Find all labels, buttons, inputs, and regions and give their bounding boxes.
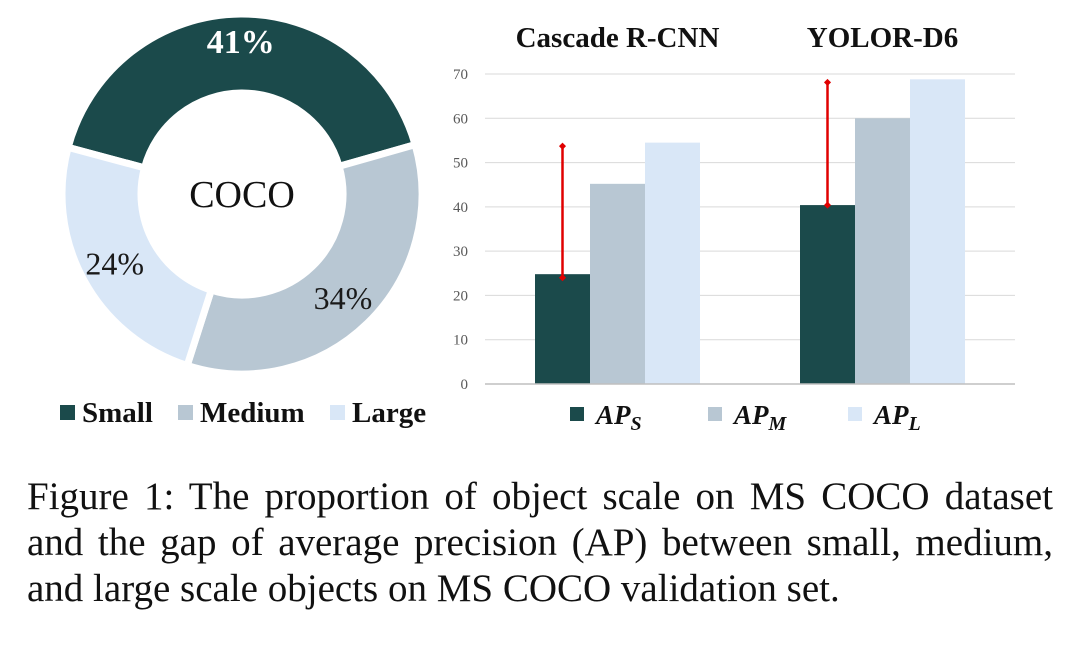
bar-yolor-apm (855, 118, 910, 385)
legend-label-apl: APL (872, 400, 921, 435)
y-grid: 0 10 20 30 40 50 60 70 (453, 67, 1015, 393)
legend-swatch-small (60, 405, 75, 420)
bar-yolor-aps (800, 205, 855, 384)
y-tick-label: 0 (461, 377, 469, 393)
y-tick-label: 70 (453, 67, 468, 83)
donut-legend: Small Medium Large (60, 397, 426, 429)
slice-large (58, 143, 216, 370)
bar-legend: APS APM APL (570, 400, 921, 435)
category-title: Cascade R-CNN (516, 22, 720, 54)
y-tick-label: 50 (453, 156, 468, 172)
donut-chart: 41% 34% 24% COCO Small Medium Large (58, 10, 426, 429)
y-tick-label: 20 (453, 288, 468, 304)
legend-label-medium: Medium (200, 397, 305, 429)
category-title: YOLOR-D6 (807, 22, 958, 54)
slice-label-medium: 34% (314, 280, 373, 316)
y-tick-label: 30 (453, 244, 468, 260)
y-tick-label: 60 (453, 111, 468, 127)
ap-gap-line (558, 142, 567, 282)
bar-cascade-apm (590, 183, 645, 384)
legend-label-aps: APS (594, 400, 642, 435)
legend-label-small: Small (82, 397, 153, 429)
legend-swatch-apl (848, 407, 862, 421)
y-tick-label: 10 (453, 333, 468, 349)
slice-label-small: 41% (207, 24, 275, 61)
bar-yolor-apl (910, 79, 965, 385)
y-tick-label: 40 (453, 200, 468, 216)
donut-center-label: COCO (189, 174, 295, 216)
bar-cascade-aps (535, 274, 590, 384)
ap-gap-line (823, 78, 832, 209)
figure-caption: Figure 1: The proportion of object scale… (27, 475, 1053, 610)
bar-cascade-apl (645, 142, 700, 384)
slice-label-large: 24% (85, 245, 144, 281)
legend-swatch-aps (570, 407, 584, 421)
legend-swatch-medium (178, 405, 193, 420)
legend-label-large: Large (352, 397, 426, 429)
slice-medium (182, 140, 426, 378)
legend-swatch-large (330, 405, 345, 420)
slice-small (63, 10, 420, 173)
legend-label-apm: APM (732, 400, 788, 435)
legend-swatch-apm (708, 407, 722, 421)
